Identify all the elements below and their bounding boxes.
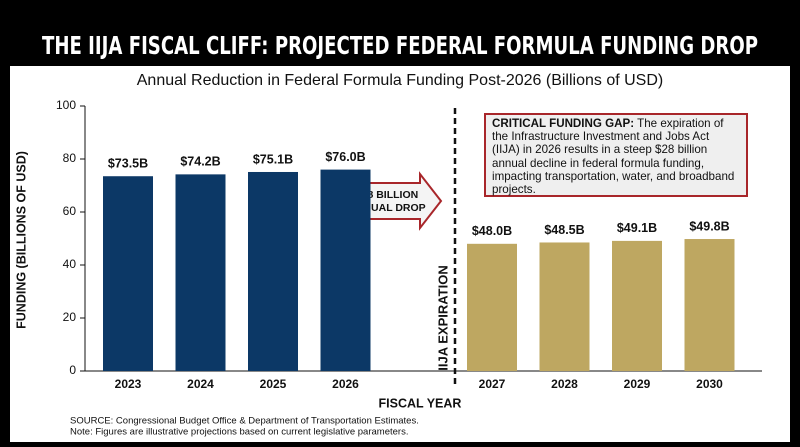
value-label: $76.0B	[325, 150, 365, 164]
y-axis-label: FUNDING (BILLIONS OF USD)	[14, 151, 28, 329]
x-tick-label: 2027	[479, 377, 506, 391]
bar	[612, 240, 662, 371]
x-tick-label: 2025	[260, 377, 287, 391]
callout-heading: CRITICAL FUNDING GAP:	[492, 117, 635, 130]
value-label: $48.0B	[472, 224, 512, 238]
x-axis-label: FISCAL YEAR	[379, 396, 462, 410]
x-tick-label: 2030	[696, 377, 723, 391]
chart-title: THE IIJA FISCAL CLIFF: PROJECTED FEDERAL…	[42, 31, 758, 60]
divider-label: IIJA EXPIRATION	[435, 265, 450, 370]
x-tick-label: 2028	[551, 377, 578, 391]
source-note: Note: Figures are illustrative projectio…	[70, 427, 408, 438]
bar	[467, 243, 517, 371]
bar	[103, 176, 153, 371]
value-label: $48.5B	[544, 223, 584, 237]
source-note: SOURCE: Congressional Budget Office & De…	[70, 416, 419, 427]
y-tick-label: 60	[63, 204, 77, 218]
bar	[248, 171, 298, 371]
value-label: $75.1B	[253, 152, 293, 166]
value-label: $49.1B	[617, 221, 657, 235]
bar	[175, 174, 226, 371]
x-tick-label: 2026	[332, 377, 359, 391]
chart-subtitle: Annual Reduction in Federal Formula Fund…	[137, 72, 663, 89]
drop-label: $28 BILLION	[356, 189, 418, 201]
callout-text: The expiration of the Infrastructure Inv…	[492, 117, 735, 197]
y-tick-label: 0	[69, 363, 76, 377]
y-tick-label: 20	[63, 310, 77, 324]
x-tick-label: 2029	[624, 377, 651, 391]
x-tick-label: 2023	[115, 377, 142, 391]
y-tick-label: 80	[63, 151, 77, 165]
value-label: $74.2B	[180, 155, 220, 169]
value-label: $49.8B	[689, 219, 729, 233]
bar	[320, 169, 371, 371]
x-tick-label: 2024	[187, 377, 214, 391]
y-tick-label: 40	[63, 257, 77, 271]
value-label: $73.5B	[108, 157, 148, 171]
y-tick-label: 100	[56, 98, 76, 112]
bar	[539, 242, 590, 371]
bar	[684, 239, 735, 371]
callout-box: CRITICAL FUNDING GAP: The expiration of …	[484, 113, 748, 197]
